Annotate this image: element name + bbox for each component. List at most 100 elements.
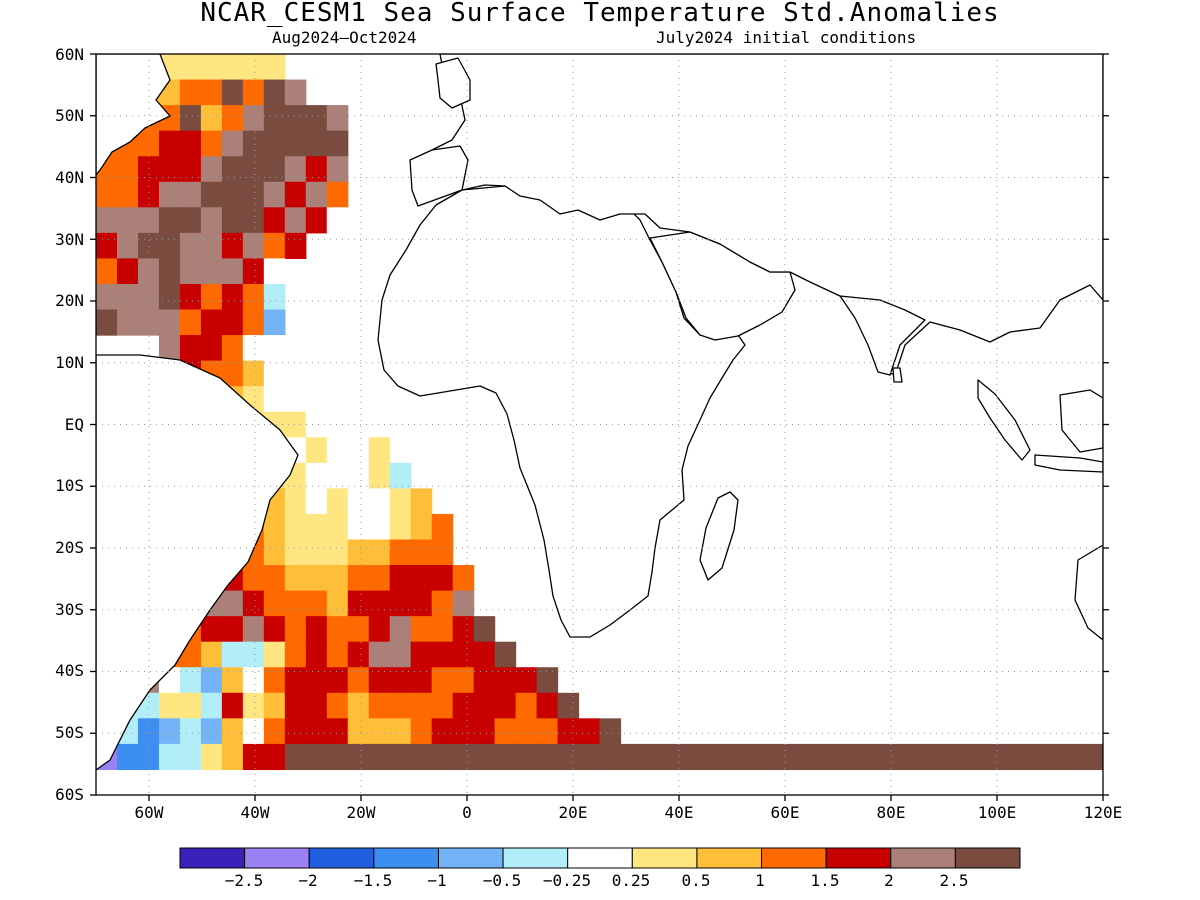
anomaly-cell (326, 667, 349, 694)
anomaly-cell (116, 156, 139, 183)
anomaly-cell (515, 667, 538, 694)
anomaly-cell (410, 641, 433, 668)
anomaly-cell (221, 335, 244, 362)
anomaly-cell (242, 565, 265, 592)
lat-label: 60N (55, 45, 84, 64)
anomaly-cell (200, 79, 223, 106)
anomaly-cell (179, 54, 202, 81)
anomaly-cell (326, 207, 349, 234)
colorbar-label: −1 (427, 871, 447, 890)
colorbar-swatch (696, 847, 763, 869)
anomaly-cell (284, 156, 307, 183)
anomaly-cell (347, 743, 370, 771)
anomaly-cell (179, 692, 202, 719)
lon-label: 60E (770, 803, 800, 822)
anomaly-cell (557, 692, 580, 719)
anomaly-cell (179, 258, 202, 285)
anomaly-cell (284, 411, 307, 438)
anomaly-cell (998, 743, 1020, 771)
anomaly-cell (788, 743, 810, 771)
anomaly-cell (263, 360, 286, 387)
anomaly-cell (368, 743, 391, 771)
anomaly-cell (116, 283, 139, 311)
anomaly-cell (200, 232, 223, 260)
anomaly-cell (263, 309, 286, 336)
anomaly-cell (305, 667, 328, 694)
anomaly-cell (263, 692, 286, 719)
anomaly-cell (305, 437, 328, 464)
lat-label: 30N (55, 230, 84, 249)
anomaly-cell (452, 667, 475, 694)
anomaly-cell (746, 743, 768, 771)
anomaly-cell (347, 565, 370, 592)
lat-label: 20N (55, 291, 84, 310)
anomaly-cell (221, 232, 244, 260)
anomaly-cell (326, 437, 349, 464)
anomaly-cell (515, 718, 538, 745)
anomaly-cell (158, 130, 181, 157)
anomaly-cell (242, 54, 265, 81)
indian-subcontinent-landmass (839, 295, 926, 376)
anomaly-cell (179, 309, 202, 336)
anomaly-cell (96, 283, 118, 311)
anomaly-cell (179, 335, 202, 362)
anomaly-cell (200, 105, 223, 132)
anomaly-cell (305, 692, 328, 719)
anomaly-cell (221, 156, 244, 183)
anomaly-cell (284, 105, 307, 132)
anomaly-cell (725, 743, 747, 771)
anomaly-cell (389, 667, 412, 694)
lat-label: 10N (55, 353, 84, 372)
anomaly-cell (242, 309, 265, 336)
anomaly-cell (221, 283, 244, 311)
anomaly-cell (410, 539, 433, 566)
anomaly-cell (431, 539, 454, 566)
colorbar-swatch (761, 847, 827, 869)
anomaly-cell (368, 488, 391, 515)
anomaly-cell (137, 130, 160, 157)
land-mask (96, 54, 1103, 771)
anomaly-cell (179, 79, 202, 106)
anomaly-cell (683, 743, 705, 771)
anomaly-cell (137, 232, 160, 260)
anomaly-cell (137, 181, 160, 208)
anomaly-cell (221, 616, 244, 643)
australia-landmass (1074, 544, 1103, 641)
anomaly-cell (326, 743, 349, 771)
colorbar-swatch (179, 847, 246, 869)
lon-label: 40E (664, 803, 694, 822)
anomaly-cell (179, 667, 202, 694)
anomaly-cell (620, 743, 643, 771)
anomaly-cell (263, 232, 286, 260)
anomaly-cell (263, 616, 286, 643)
colorbar-label: 0.5 (681, 871, 711, 890)
colorbar-label: −2 (298, 871, 318, 890)
anomaly-cell (263, 565, 286, 592)
anomaly-cell (242, 181, 265, 208)
lon-label: 40W (240, 803, 270, 822)
anomaly-cell (221, 590, 244, 617)
lat-label: 50S (55, 723, 84, 742)
map-title: NCAR_CESM1 Sea Surface Temperature Std.A… (200, 0, 1000, 28)
anomaly-cell (494, 692, 517, 719)
anomaly-cell (557, 718, 580, 745)
anomaly-cell (305, 616, 328, 643)
anomaly-cell (263, 386, 286, 413)
lat-label: 10S (55, 476, 84, 495)
colorbar-label: −2.5 (224, 871, 264, 890)
lat-label: EQ (64, 415, 84, 434)
anomaly-cell (326, 718, 349, 745)
anomaly-cell (494, 718, 517, 745)
valid-period-subtitle: Aug2024–Oct2024 (272, 28, 417, 47)
anomaly-cell (473, 616, 496, 643)
anomaly-cell (830, 743, 852, 771)
anomaly-cell (704, 743, 726, 771)
anomaly-cell (284, 692, 307, 719)
madagascar-landmass (699, 491, 739, 581)
anomaly-cell (305, 156, 328, 183)
anomaly-cell (473, 667, 496, 694)
anomaly-cell (452, 616, 475, 643)
colorbar-swatch (825, 847, 892, 869)
anomaly-cell (851, 743, 873, 771)
lon-label: 20W (346, 803, 376, 822)
